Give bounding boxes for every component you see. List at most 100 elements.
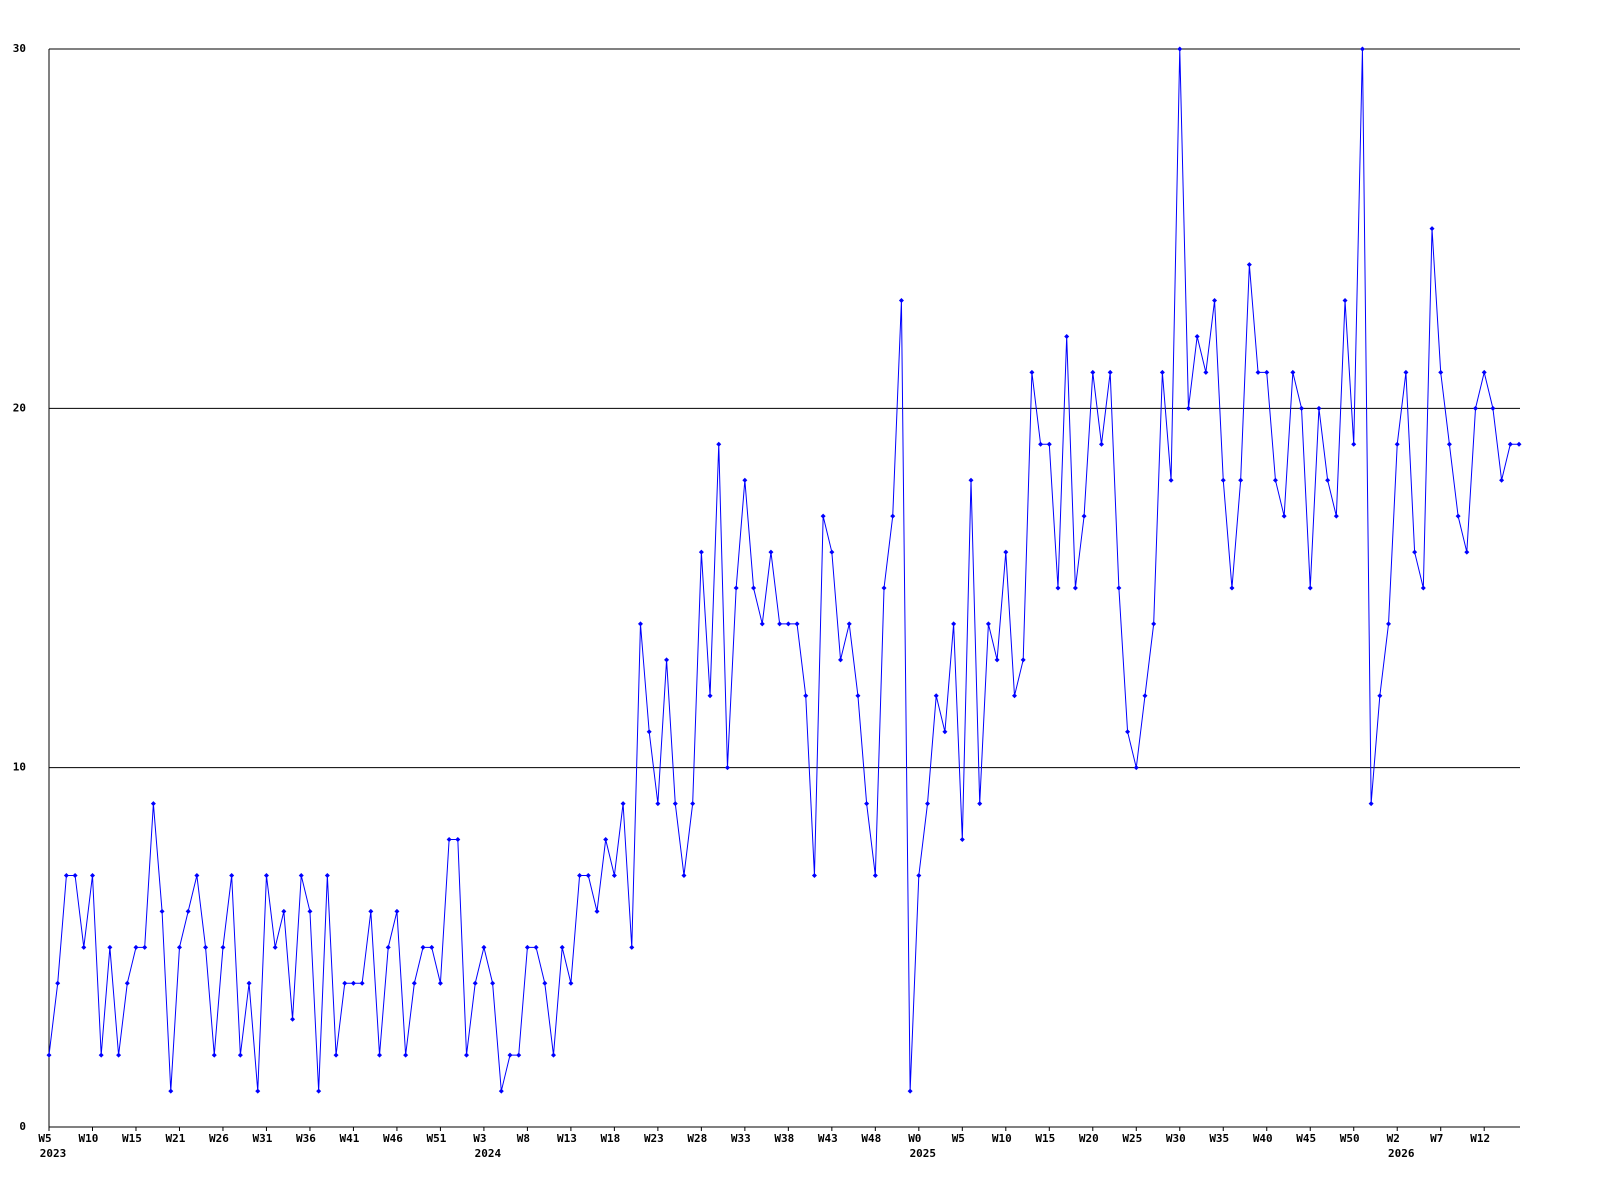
data-point (46, 1052, 52, 1058)
x-tick-label: W23 (644, 1132, 664, 1145)
data-point (611, 872, 617, 878)
data-point (846, 621, 852, 627)
data-point (664, 657, 670, 663)
x-tick-label: W8 (517, 1132, 530, 1145)
data-point (1203, 369, 1209, 375)
data-point (98, 1052, 104, 1058)
data-point (707, 693, 713, 699)
data-point (1438, 369, 1444, 375)
x-tick-label: W35 (1209, 1132, 1229, 1145)
data-point (542, 980, 548, 986)
data-point (1081, 513, 1087, 519)
data-point (263, 872, 269, 878)
data-point (185, 908, 191, 914)
data-point (81, 944, 87, 950)
x-tick-label: W51 (426, 1132, 446, 1145)
data-point (1403, 369, 1409, 375)
data-point (1455, 513, 1461, 519)
data-point (855, 693, 861, 699)
data-point (1072, 585, 1078, 591)
data-point (1116, 585, 1122, 591)
data-point (655, 801, 661, 807)
data-point (646, 729, 652, 735)
data-point (559, 944, 565, 950)
data-point (368, 908, 374, 914)
data-point (594, 908, 600, 914)
data-point (150, 801, 156, 807)
data-point (951, 621, 957, 627)
data-point (1142, 693, 1148, 699)
data-point (1307, 585, 1313, 591)
data-point (107, 944, 113, 950)
data-point (498, 1088, 504, 1094)
data-point (1159, 369, 1165, 375)
x-tick-label: W15 (122, 1132, 142, 1145)
x-tick-label: W45 (1296, 1132, 1316, 1145)
data-point (333, 1052, 339, 1058)
data-point (794, 621, 800, 627)
data-point (751, 585, 757, 591)
data-point (437, 980, 443, 986)
x-tick-label: W48 (861, 1132, 881, 1145)
x-tick-label: W25 (1122, 1132, 1142, 1145)
data-point (420, 944, 426, 950)
data-point (194, 872, 200, 878)
data-point (959, 837, 965, 843)
x-tick-label: W40 (1253, 1132, 1273, 1145)
data-point (1290, 369, 1296, 375)
data-point (281, 908, 287, 914)
data-point (446, 837, 452, 843)
x-tick-label: W21 (166, 1132, 186, 1145)
data-point (1246, 262, 1252, 268)
data-line (48, 48, 1519, 1092)
data-point (55, 980, 61, 986)
data-point (1264, 369, 1270, 375)
data-point (1003, 549, 1009, 555)
data-point (716, 441, 722, 447)
data-point (698, 549, 704, 555)
data-point (820, 513, 826, 519)
data-point (550, 1052, 556, 1058)
data-point (403, 1052, 409, 1058)
year-label: 2026 (1388, 1147, 1415, 1160)
data-point (63, 872, 69, 878)
data-point (942, 729, 948, 735)
x-tick-label: W13 (557, 1132, 577, 1145)
x-tick-label: W26 (209, 1132, 229, 1145)
x-tick-label: W28 (687, 1132, 707, 1145)
x-tick-label: W41 (340, 1132, 360, 1145)
data-point (681, 872, 687, 878)
data-point (898, 298, 904, 304)
data-point (985, 621, 991, 627)
data-point (290, 1016, 296, 1022)
data-point (620, 801, 626, 807)
x-tick-label: W46 (383, 1132, 403, 1145)
data-point (1255, 369, 1261, 375)
data-point (742, 477, 748, 483)
data-point (133, 944, 139, 950)
data-point (220, 944, 226, 950)
data-point (246, 980, 252, 986)
data-point (1507, 441, 1513, 447)
data-point (777, 621, 783, 627)
x-tick-label: W31 (253, 1132, 273, 1145)
data-point (350, 980, 356, 986)
data-point (803, 693, 809, 699)
data-point (1299, 405, 1305, 411)
data-point (316, 1088, 322, 1094)
x-tick-label: W15 (1035, 1132, 1055, 1145)
data-point (1281, 513, 1287, 519)
data-point (1386, 621, 1392, 627)
data-point (116, 1052, 122, 1058)
x-tick-label: W0 (908, 1132, 921, 1145)
y-tick-label: 20 (13, 401, 26, 414)
data-point (785, 621, 791, 627)
data-point (1516, 441, 1522, 447)
data-point (1020, 657, 1026, 663)
data-point (733, 585, 739, 591)
data-point (838, 657, 844, 663)
data-point (411, 980, 417, 986)
x-tick-label: W10 (79, 1132, 99, 1145)
data-point (1098, 441, 1104, 447)
